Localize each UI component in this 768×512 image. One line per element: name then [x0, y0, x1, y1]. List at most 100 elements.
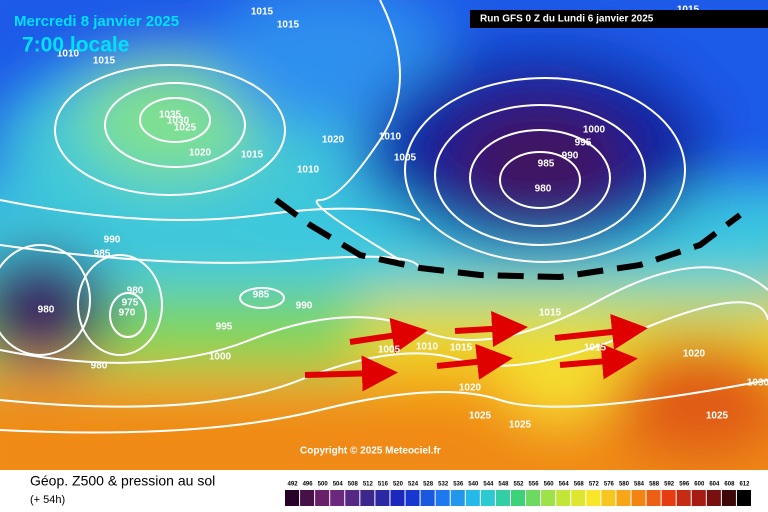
legend-label: 496 — [303, 482, 314, 488]
legend-swatch — [676, 490, 691, 506]
legend-swatch — [435, 490, 450, 506]
legend-swatch — [646, 490, 661, 506]
isobar-label: 985 — [253, 290, 270, 301]
legend-swatch — [480, 490, 495, 506]
legend-label: 568 — [574, 482, 585, 488]
legend-swatch — [721, 490, 736, 506]
isobar-label: 1000 — [209, 352, 232, 363]
legend-label: 524 — [408, 482, 419, 488]
legend-swatch — [360, 490, 375, 506]
legend-label: 592 — [664, 482, 675, 488]
isobar-label: 980 — [91, 361, 108, 372]
legend-swatch — [526, 490, 541, 506]
isobar-label: 1015 — [277, 20, 300, 31]
legend-swatch — [541, 490, 556, 506]
isobar-label: 1015 — [539, 308, 562, 319]
legend-label: 520 — [393, 482, 404, 488]
legend-label: 548 — [498, 482, 509, 488]
legend-swatch — [390, 490, 405, 506]
isobar-label: 1010 — [416, 342, 439, 353]
isobar-label: 1020 — [459, 383, 482, 394]
isobar-label: 1025 — [469, 411, 492, 422]
legend-label: 564 — [559, 482, 570, 488]
isobar-label: 1005 — [394, 153, 417, 164]
isobar-label: 1025 — [174, 123, 197, 134]
legend-swatch — [375, 490, 390, 506]
isobar-label: 1015 — [450, 343, 473, 354]
legend-label: 588 — [649, 482, 660, 488]
isobar-label: 1020 — [322, 135, 345, 146]
isobar-label: 1030 — [167, 116, 190, 127]
legend-swatch — [315, 490, 330, 506]
legend-swatch — [285, 490, 300, 506]
legend-label: 584 — [634, 482, 645, 488]
isobar-label: 1020 — [683, 349, 706, 360]
legend-swatch — [691, 490, 706, 506]
legend-label: 600 — [694, 482, 705, 488]
isobar-label: 985 — [94, 249, 111, 260]
legend-label: 492 — [288, 482, 299, 488]
legend-swatch — [736, 490, 751, 506]
legend-label: 540 — [468, 482, 479, 488]
isobar-label: 990 — [296, 301, 313, 312]
legend-label: 604 — [709, 482, 720, 488]
isobar-label: 1035 — [159, 110, 182, 121]
legend-label: 516 — [378, 482, 389, 488]
legend-swatch — [661, 490, 676, 506]
legend-swatch — [300, 490, 315, 506]
legend-label: 556 — [529, 482, 540, 488]
legend-swatch — [616, 490, 631, 506]
isobar-label: 975 — [122, 298, 139, 309]
legend-swatch — [556, 490, 571, 506]
legend-label: 536 — [453, 482, 464, 488]
legend-label: 596 — [679, 482, 690, 488]
isobar-label: 1020 — [189, 148, 212, 159]
isobar-label: 1015 — [251, 7, 274, 18]
arrows — [304, 311, 648, 392]
isobar-label: 985 — [538, 159, 555, 170]
isobar-label: 1015 — [241, 150, 264, 161]
isobar-label: 1015 — [93, 56, 116, 67]
legend-swatch — [510, 490, 526, 506]
legend-label: 576 — [604, 482, 615, 488]
legend-label: 532 — [438, 482, 449, 488]
copyright: Copyright © 2025 Meteociel.fr — [300, 446, 441, 457]
isobar-label: 990 — [104, 235, 121, 246]
isobar-label: 1025 — [509, 420, 532, 431]
legend-label: 552 — [513, 482, 524, 488]
legend-label: 580 — [619, 482, 630, 488]
legend: 492 496 500 504 508 512 516 520 524 528 532 536 540 5… — [285, 482, 751, 506]
legend-swatch — [571, 490, 586, 506]
isobar-label: 995 — [575, 138, 592, 149]
legend-swatch — [706, 490, 721, 506]
isobar-label: 995 — [216, 322, 233, 333]
isobar-label: 1015 — [584, 343, 607, 354]
legend-swatch — [405, 490, 420, 506]
isobar-label: 970 — [119, 308, 136, 319]
legend-label: 504 — [333, 482, 344, 488]
footer-title: Géop. Z500 & pression au sol — [30, 473, 215, 489]
footer-lead: (+ 54h) — [30, 494, 65, 506]
legend-label: 560 — [544, 482, 555, 488]
isobar-label: 1000 — [583, 125, 606, 136]
isobar-label: 1010 — [57, 49, 80, 60]
legend-label: 508 — [348, 482, 359, 488]
legend-swatch — [601, 490, 616, 506]
legend-label: 528 — [423, 482, 434, 488]
isobar-label: 1030 — [747, 378, 768, 389]
legend-label: 500 — [318, 482, 329, 488]
legend-label: 512 — [363, 482, 374, 488]
legend-swatch — [420, 490, 435, 506]
run-banner — [470, 10, 768, 28]
legend-label: 544 — [483, 482, 494, 488]
legend-swatch — [345, 490, 360, 506]
isobar-label: 980 — [535, 184, 552, 195]
isobar-label: 990 — [562, 151, 579, 162]
legend-label: 608 — [724, 482, 735, 488]
legend-swatch — [330, 490, 345, 506]
legend-swatch — [631, 490, 646, 506]
